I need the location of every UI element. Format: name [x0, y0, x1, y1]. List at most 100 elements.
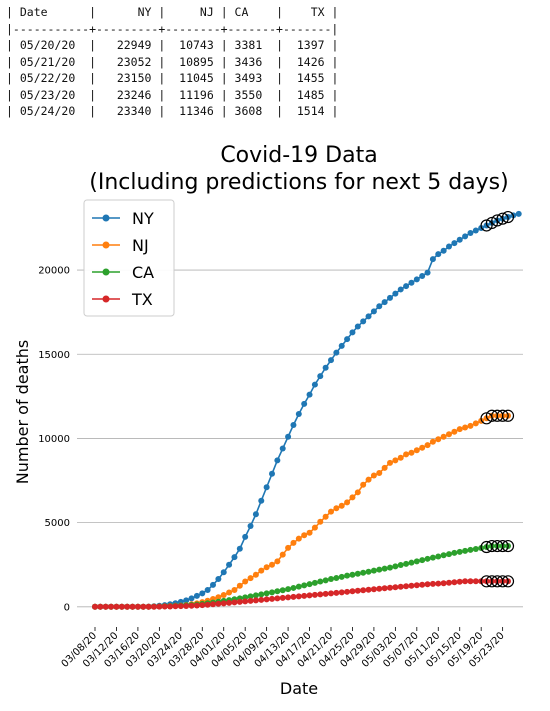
chart-title: Covid-19 Data [220, 143, 377, 168]
data-point [167, 603, 174, 610]
data-point [451, 549, 458, 556]
data-point [435, 553, 442, 560]
table-separator: | [276, 5, 284, 19]
data-point [188, 602, 195, 609]
data-point [419, 557, 426, 564]
table-cell: 23246 [96, 87, 159, 102]
data-point [263, 590, 270, 597]
data-point [424, 442, 431, 449]
table-cell: 10895 [165, 54, 221, 69]
data-point [419, 272, 426, 279]
series-tx [92, 575, 515, 610]
data-point [220, 569, 227, 576]
table-separator: | [89, 54, 97, 69]
data-point [301, 582, 308, 589]
data-point [290, 421, 297, 428]
table-separator: | [331, 104, 339, 118]
legend-swatch-marker [102, 214, 110, 222]
data-point [392, 290, 399, 297]
data-point [462, 424, 469, 431]
data-point [370, 586, 377, 593]
table-cell: 1485 [283, 87, 332, 102]
table-header-cell: NJ [165, 5, 221, 19]
data-point [435, 436, 442, 443]
table-cell: 3381 [227, 38, 277, 52]
data-point [354, 570, 361, 577]
data-point [403, 560, 410, 567]
data-point [210, 581, 216, 588]
legend-box [83, 199, 175, 317]
data-point [413, 447, 420, 454]
table-separator: | [276, 54, 284, 69]
table-cell: 1397 [283, 38, 332, 52]
prediction-marker [501, 409, 515, 422]
series-layer [92, 210, 522, 610]
table-cell: 3493 [227, 71, 277, 85]
data-point [338, 573, 345, 580]
data-point [193, 602, 200, 609]
data-point [472, 227, 479, 234]
prediction-marker [496, 409, 509, 422]
data-point [301, 400, 308, 407]
table-separator: | [276, 38, 284, 52]
data-point [387, 564, 393, 571]
y-axis-label: Number of deaths [13, 340, 32, 484]
table-separator: | [276, 71, 284, 85]
data-point [333, 505, 340, 512]
data-point [188, 595, 195, 602]
table-cell: 05/20/20 [12, 38, 90, 52]
data-point [435, 251, 442, 258]
data-point [467, 578, 474, 585]
y-ticks: 0 5000 10000 15000 20000 [38, 266, 70, 614]
legend-swatch-marker [102, 241, 110, 249]
data-point [328, 508, 334, 515]
prediction-marker [501, 210, 515, 224]
data-point [467, 546, 474, 553]
data-point [124, 603, 131, 610]
data-point [258, 591, 265, 598]
data-point [118, 603, 125, 610]
data-point [252, 571, 259, 578]
data-point [338, 589, 345, 596]
data-point [183, 597, 190, 604]
data-point [220, 600, 227, 607]
data-point [344, 499, 351, 506]
data-point [322, 513, 329, 520]
data-point [408, 582, 415, 589]
prediction-marker [501, 575, 515, 588]
data-point [108, 603, 115, 610]
data-point [301, 592, 308, 599]
data-point [381, 464, 388, 471]
table-row: | 05/22/20 | 23150 | 11045 | 3493 | 1455… [6, 70, 338, 87]
data-point [258, 596, 265, 603]
data-point [446, 551, 452, 558]
data-point [392, 563, 399, 570]
table-cell: 05/21/20 [12, 54, 90, 69]
data-point [376, 566, 383, 573]
prediction-marker [485, 216, 499, 230]
data-point [349, 588, 356, 595]
table-separator: | [220, 54, 228, 69]
table-separator: | [158, 104, 166, 118]
data-point [451, 240, 458, 247]
data-point [252, 511, 259, 518]
data-point [317, 518, 324, 525]
data-point [451, 428, 458, 435]
data-point [387, 584, 393, 591]
data-point [365, 476, 372, 483]
data-point [247, 575, 254, 582]
data-point [419, 581, 426, 588]
table-separator: | [6, 5, 13, 19]
data-point [236, 598, 243, 605]
data-point [328, 590, 334, 597]
table-separator: | [89, 104, 97, 118]
data-point [365, 586, 372, 593]
data-point [462, 233, 469, 240]
prediction-marker [496, 575, 509, 588]
data-point [285, 594, 292, 601]
table-cell: 05/24/20 [12, 104, 90, 118]
data-point [226, 561, 233, 568]
data-point [285, 433, 292, 440]
table-separator: | [220, 38, 228, 52]
data-point [397, 562, 404, 569]
